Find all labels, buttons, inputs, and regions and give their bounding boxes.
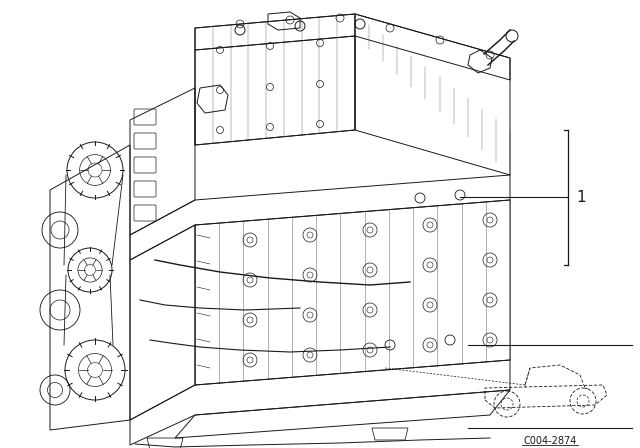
Text: 1: 1 — [576, 190, 586, 205]
Text: C004-2874: C004-2874 — [524, 436, 577, 446]
